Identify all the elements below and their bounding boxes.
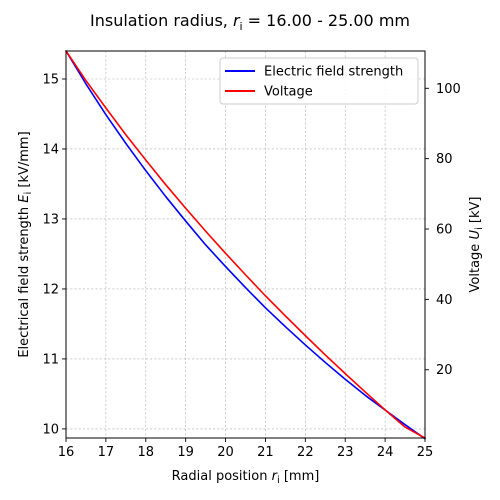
y2-tick-label: 100 bbox=[436, 82, 461, 97]
y2-tick-label: 60 bbox=[436, 223, 453, 238]
x-tick-label: 21 bbox=[257, 445, 274, 460]
grid bbox=[65, 51, 426, 438]
x-tick-label: 25 bbox=[417, 445, 434, 460]
legend-box bbox=[219, 57, 419, 105]
series-line-voltage bbox=[65, 50, 426, 439]
y2-tick-label: 20 bbox=[436, 363, 453, 378]
y-tick-label: 11 bbox=[42, 352, 59, 367]
legend-label-voltage: Voltage bbox=[264, 85, 313, 100]
x-tick-label: 18 bbox=[138, 445, 155, 460]
x-tick-label: 19 bbox=[177, 445, 194, 460]
x-tick-label: 20 bbox=[217, 445, 234, 460]
ticks bbox=[62, 78, 429, 442]
plot-lines bbox=[65, 50, 426, 440]
legend: Electric field strength Voltage bbox=[219, 57, 419, 105]
x-tick-label: 16 bbox=[58, 445, 75, 460]
y-tick-label: 13 bbox=[42, 212, 59, 227]
x-tick-label: 23 bbox=[337, 445, 354, 460]
series-line-electric-field bbox=[65, 50, 426, 440]
x-tick-label: 17 bbox=[98, 445, 115, 460]
y2-axis-label: Voltage Ui [kV] bbox=[468, 197, 485, 293]
x-axis-label: Radial position ri [mm] bbox=[172, 469, 320, 486]
y2-tick-label: 40 bbox=[436, 293, 453, 308]
y-tick-label: 10 bbox=[42, 422, 59, 437]
y-tick-label: 14 bbox=[42, 142, 59, 157]
y-tick-label: 12 bbox=[42, 282, 59, 297]
legend-label-electric-field: Electric field strength bbox=[264, 65, 403, 80]
chart-title: Insulation radius, ri = 16.00 - 25.00 mm bbox=[90, 11, 410, 33]
plot-frame bbox=[65, 50, 426, 439]
x-tick-label: 22 bbox=[297, 445, 314, 460]
x-tick-label: 24 bbox=[377, 445, 394, 460]
y2-tick-label: 80 bbox=[436, 152, 453, 167]
y-axis-label: Electrical field strength Ei [kV/mm] bbox=[17, 131, 34, 357]
y-tick-label: 15 bbox=[42, 72, 59, 87]
tick-labels: 16 17 18 19 20 21 22 23 24 25 10 11 12 13 14 15 20 40 60 80… bbox=[42, 72, 460, 460]
